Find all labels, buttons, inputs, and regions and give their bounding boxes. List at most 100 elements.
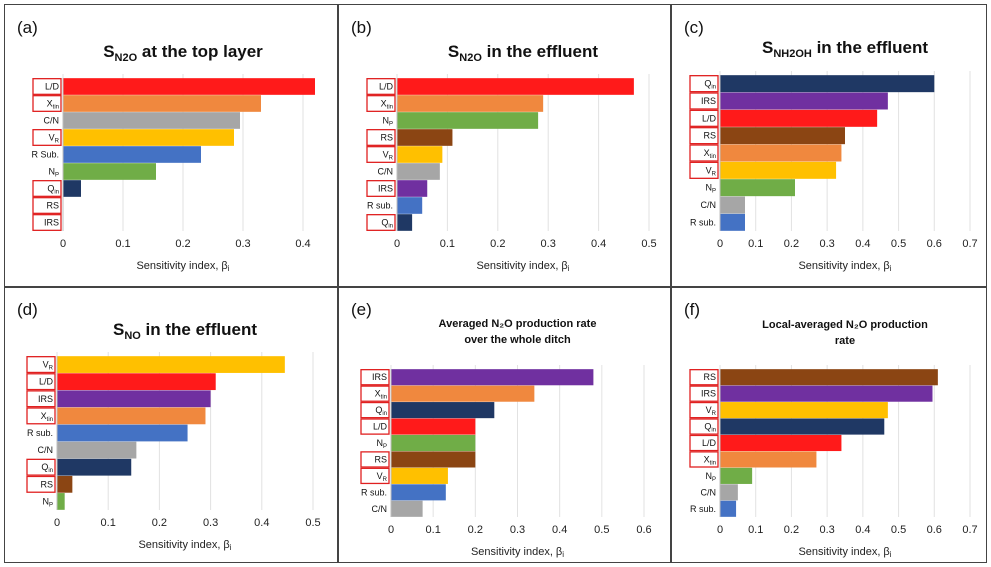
category-label: Qin — [41, 462, 53, 474]
x-axis-label: Sensitivity index, βi — [136, 260, 229, 273]
chart-title: SN2O in the effluent — [448, 42, 598, 64]
bar — [397, 129, 453, 146]
panel-e: (e) Averaged N₂O production rate over the … — [338, 287, 671, 563]
bar — [63, 112, 240, 129]
highlight-box — [689, 127, 719, 145]
category-label: R sub. — [27, 428, 53, 438]
x-tick-label: 0.3 — [819, 238, 834, 250]
bar — [57, 441, 137, 459]
category-label: C/N — [378, 167, 394, 177]
highlight-box — [366, 146, 396, 163]
x-tick-label: 0.2 — [490, 238, 505, 250]
bar — [57, 407, 206, 425]
x-tick-label: 0.2 — [784, 238, 799, 250]
bar — [57, 493, 65, 510]
x-tick-label: 0.6 — [636, 524, 651, 536]
category-label: IRS — [378, 184, 393, 194]
category-label: RS — [40, 479, 53, 489]
x-tick-label: 0.4 — [855, 524, 870, 536]
x-tick-label: 0.3 — [203, 517, 218, 529]
highlight-box — [689, 451, 719, 468]
chart-e: (e) Averaged N₂O production rate over the … — [351, 300, 652, 559]
x-tick-label: 0.1 — [101, 517, 116, 529]
bar — [397, 214, 413, 231]
category-label: IRS — [701, 96, 716, 106]
category-label: VR — [43, 360, 54, 372]
bar — [391, 500, 423, 517]
category-label: Qin — [704, 79, 716, 91]
bar — [720, 196, 745, 214]
x-tick-label: 0 — [388, 524, 394, 536]
category-label: C/N — [38, 445, 54, 455]
category-label: L/D — [373, 422, 388, 432]
category-label: NP — [48, 167, 59, 179]
x-tick-label: 0.4 — [254, 517, 269, 529]
highlight-box — [366, 95, 396, 112]
highlight-box — [26, 407, 56, 425]
bar — [63, 129, 234, 146]
x-axis-label: Sensitivity index, βi — [476, 260, 569, 273]
category-label: L/D — [702, 438, 717, 448]
x-tick-label: 0.7 — [962, 524, 977, 536]
highlight-box — [689, 401, 719, 419]
category-label: NP — [705, 471, 716, 483]
bar — [57, 373, 216, 391]
x-tick-label: 0.3 — [235, 238, 250, 250]
category-label: IRS — [44, 218, 59, 228]
category-label: Xtin — [381, 99, 393, 111]
x-tick-label: 0 — [394, 238, 400, 250]
highlight-box — [366, 180, 396, 197]
highlight-box — [689, 369, 719, 386]
category-label: Xtin — [704, 148, 716, 160]
category-label: C/N — [44, 116, 60, 126]
category-label: NP — [705, 183, 716, 195]
highlight-box — [32, 95, 62, 112]
panel-label: (d) — [17, 300, 38, 319]
bar — [720, 161, 837, 179]
x-tick-label: 0.5 — [891, 238, 906, 250]
category-label: RS — [380, 133, 393, 143]
category-label: RS — [703, 131, 716, 141]
bar — [720, 369, 938, 386]
category-label: L/D — [702, 113, 717, 123]
highlight-box — [689, 418, 719, 435]
bar — [391, 385, 535, 402]
x-tick-label: 0 — [60, 238, 66, 250]
bar — [720, 385, 933, 402]
highlight-box — [366, 78, 396, 95]
x-tick-label: 0 — [717, 238, 723, 250]
highlight-box — [689, 385, 719, 402]
highlight-box — [360, 369, 390, 386]
category-label: C/N — [372, 504, 388, 514]
category-label: VR — [706, 405, 717, 417]
panel-f: (f) Local-averaged N₂O production rate RS IR… — [671, 287, 987, 563]
category-label: Xtin — [704, 454, 716, 466]
bar — [391, 467, 448, 484]
chart-title: SN2O at the top layer — [103, 42, 263, 64]
bar — [720, 109, 878, 127]
highlight-box — [689, 434, 719, 452]
highlight-box — [360, 385, 390, 402]
category-label: VR — [706, 165, 717, 177]
panel-b: (b) SN2O in the effluent L/D Xtin NP RS VR C/N I… — [338, 4, 671, 287]
bar — [397, 163, 440, 180]
x-tick-label: 0.4 — [552, 524, 567, 536]
highlight-box — [360, 451, 390, 468]
bar — [63, 95, 261, 112]
category-label: L/D — [45, 82, 60, 92]
x-tick-label: 0 — [717, 524, 723, 536]
category-label: VR — [377, 471, 388, 483]
bar — [63, 146, 201, 163]
panel-label: (a) — [17, 18, 38, 37]
x-tick-label: 0.6 — [927, 238, 942, 250]
highlight-box — [366, 129, 396, 146]
x-tick-label: 0.6 — [927, 524, 942, 536]
x-tick-label: 0.4 — [295, 238, 310, 250]
category-label: VR — [49, 133, 60, 145]
panel-c: (c) SNH2OH in the effluent Qin IRS L/D RS Xtin… — [671, 4, 987, 287]
x-axis-label: Sensitivity index, βi — [798, 260, 891, 273]
x-tick-label: 0.2 — [175, 238, 190, 250]
panel-label: (b) — [351, 18, 372, 37]
highlight-box — [689, 92, 719, 110]
x-tick-label: 0.1 — [440, 238, 455, 250]
